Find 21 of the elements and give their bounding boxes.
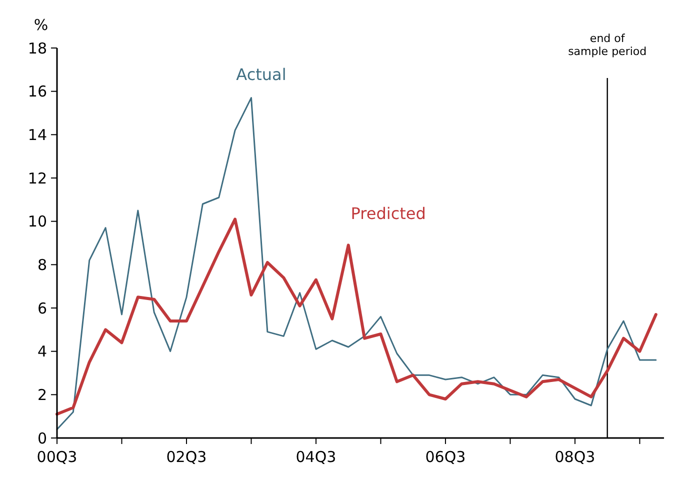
y-tick-label: 2 [37, 386, 47, 404]
series-label: Actual [236, 64, 286, 84]
x-tick-label: 04Q3 [296, 448, 336, 466]
annotation: end of sample period [568, 32, 647, 58]
y-tick-label: 4 [37, 342, 47, 361]
y-axis-title: % [34, 16, 48, 34]
y-tick-label: 10 [28, 212, 47, 231]
y-tick-label: 16 [28, 82, 47, 101]
x-tick-label: 02Q3 [166, 448, 207, 466]
y-tick-label: 8 [37, 256, 47, 274]
line-series [56, 97, 657, 430]
y-tick-label: 12 [28, 169, 47, 188]
series-label: Predicted [350, 204, 426, 224]
x-tick-label: 06Q3 [425, 448, 466, 466]
x-tick-label: 00Q3 [36, 448, 78, 466]
x-tick-label: 08Q3 [554, 448, 596, 466]
line-series [56, 218, 658, 416]
y-tick-label: 14 [28, 126, 47, 144]
y-tick-label: 6 [37, 299, 47, 318]
y-tick-label: 18 [28, 39, 47, 58]
y-tick-label: 0 [37, 429, 47, 448]
